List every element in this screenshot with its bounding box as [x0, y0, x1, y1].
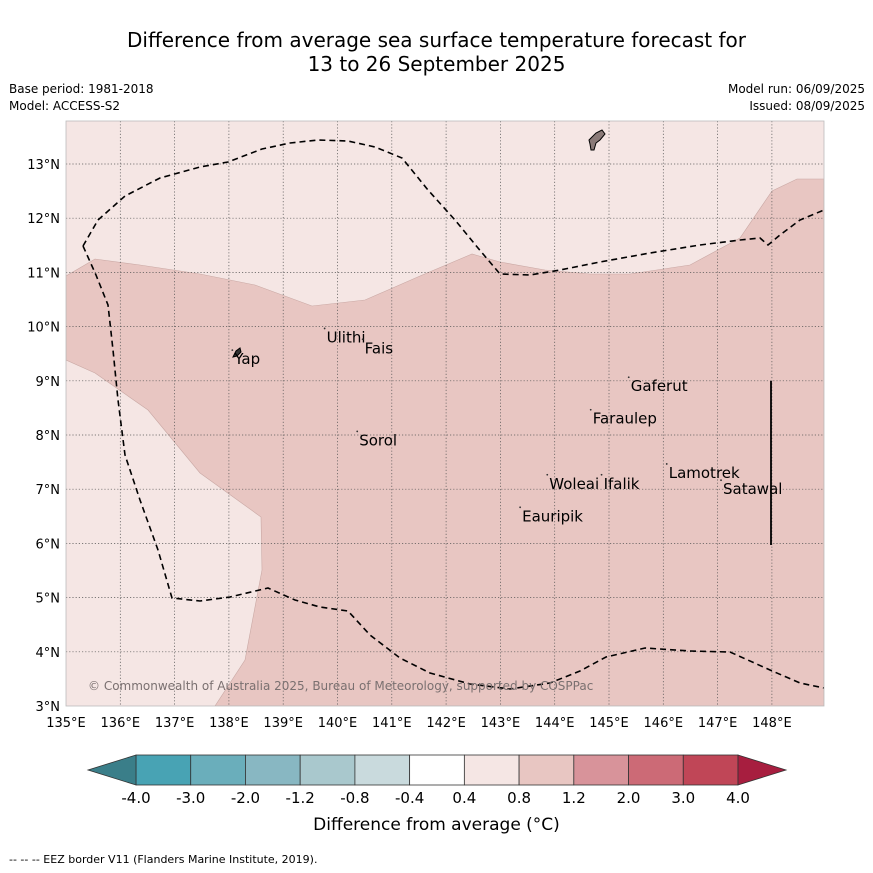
anomaly-band-0-8-1-2 — [66, 178, 824, 706]
title-line-2: 13 to 26 September 2025 — [307, 52, 566, 76]
place-marker — [589, 408, 592, 411]
lon-tick-label: 138°E — [209, 716, 249, 731]
lon-tick-label: 139°E — [263, 716, 303, 731]
lon-tick-label: 148°E — [752, 716, 792, 731]
map-frame — [65, 120, 825, 707]
meta-right: Model run: 06/09/2025 Issued: 08/09/2025 — [728, 81, 865, 115]
base-period: Base period: 1981-2018 — [9, 82, 154, 96]
colorbar-segment — [409, 754, 465, 786]
colorbar — [86, 754, 788, 786]
colorbar-segment — [354, 754, 411, 786]
lon-tick-label: 144°E — [535, 716, 575, 731]
colorbar-tick-label: -0.4 — [394, 789, 425, 807]
model-run: Model run: 06/09/2025 — [727, 82, 865, 96]
lon-tick-label: 147°E — [698, 716, 738, 731]
issued-date: Issued: 08/09/2025 — [749, 99, 865, 113]
footnote: -- -- -- EEZ border V11 (Flanders Marine… — [9, 853, 318, 866]
meta-left: Base period: 1981-2018 Model: ACCESS-S2 — [9, 81, 154, 115]
eez-border — [82, 139, 824, 276]
colorbar-segment — [135, 754, 192, 786]
place-marker — [720, 479, 722, 482]
lat-tick-label: 4°N — [36, 646, 61, 661]
place-label: Woleai — [549, 475, 599, 493]
place-marker — [546, 473, 549, 476]
lat-tick-label: 5°N — [36, 592, 61, 607]
title-line-1: Difference from average sea surface temp… — [126, 28, 746, 52]
colorbar-label: Difference from average (°C) — [313, 815, 560, 835]
colorbar-tick-label: -3.0 — [176, 789, 206, 807]
place-label: Ulithi — [327, 328, 366, 346]
colorbar-tick-label: -2.0 — [230, 789, 261, 807]
lon-tick-label: 137°E — [155, 716, 195, 731]
lat-tick-label: 10°N — [27, 321, 60, 336]
copyright-text: © Commonwealth of Australia 2025, Bureau… — [88, 679, 593, 693]
place-label: Fais — [365, 339, 394, 357]
axis-labels: 135°E 136°E 137°E 138°E 139°E 140°E 141°E 142°E… — [27, 158, 791, 731]
lon-tick-label: 142°E — [426, 716, 466, 731]
lat-tick-label: 13°N — [27, 158, 60, 173]
colorbar-under-arrow — [86, 754, 137, 786]
colorbar-segment — [518, 754, 575, 786]
colorbar-tick-label: -1.2 — [285, 789, 315, 807]
place-marker — [665, 463, 668, 465]
colorbar-segment — [573, 754, 629, 786]
lat-tick-label: 8°N — [36, 429, 61, 444]
place-marker — [627, 376, 630, 379]
lat-tick-label: 9°N — [36, 375, 61, 390]
guam-island — [588, 129, 606, 151]
lon-tick-label: 140°E — [318, 716, 358, 731]
place-marker — [519, 506, 522, 509]
place-marker — [231, 349, 234, 352]
place-marker — [361, 338, 364, 341]
colorbar-segment — [463, 754, 520, 786]
lon-tick-label: 145°E — [589, 716, 629, 731]
colorbar-tick-label: 0.8 — [507, 789, 532, 807]
colorbar-tick-label: 3.0 — [671, 789, 696, 807]
lat-tick-label: 6°N — [36, 537, 61, 552]
place-marker — [323, 327, 326, 330]
place-label: Gaferut — [631, 377, 688, 395]
place-marker — [356, 430, 359, 433]
colorbar-segment — [245, 754, 301, 786]
colorbar-segment — [628, 754, 684, 786]
yap-island — [232, 347, 242, 358]
lat-tick-label: 12°N — [27, 212, 60, 227]
place-marker — [600, 473, 603, 476]
lat-tick-label: 7°N — [36, 483, 61, 498]
colorbar-segment — [190, 754, 246, 786]
lon-tick-label: 146°E — [644, 716, 684, 731]
gridlines — [66, 121, 824, 706]
lon-tick-label: 141°E — [372, 716, 412, 731]
colorbar-tick-label: -0.8 — [340, 789, 370, 807]
model-name: Model: ACCESS-S2 — [9, 99, 121, 113]
lon-tick-label: 143°E — [481, 716, 521, 731]
place-label: Satawal — [723, 480, 782, 498]
place-label: Faraulep — [593, 410, 657, 428]
colorbar-segment — [682, 754, 739, 786]
colorbar-over-arrow — [737, 754, 788, 786]
place-label: Ifalik — [604, 475, 640, 493]
lat-tick-label: 3°N — [36, 700, 61, 715]
colorbar-tick-label: 4.0 — [726, 789, 750, 807]
lon-tick-label: 136°E — [101, 716, 141, 731]
colorbar-tick-label: 2.0 — [616, 789, 641, 807]
lat-tick-label: 11°N — [27, 266, 60, 281]
colorbar-tick-label: 1.2 — [561, 789, 586, 807]
place-label: Yap — [233, 350, 260, 368]
colorbar-tick-label: 0.4 — [452, 789, 477, 807]
place-label: Sorol — [359, 431, 397, 449]
colorbar-segment — [299, 754, 356, 786]
chart-title: Difference from average sea surface temp… — [0, 28, 873, 76]
lon-tick-label: 135°E — [46, 716, 86, 731]
place-label: Eauripik — [522, 507, 583, 525]
colorbar-tick-label: -4.0 — [121, 789, 151, 807]
place-label: Lamotrek — [669, 464, 740, 482]
